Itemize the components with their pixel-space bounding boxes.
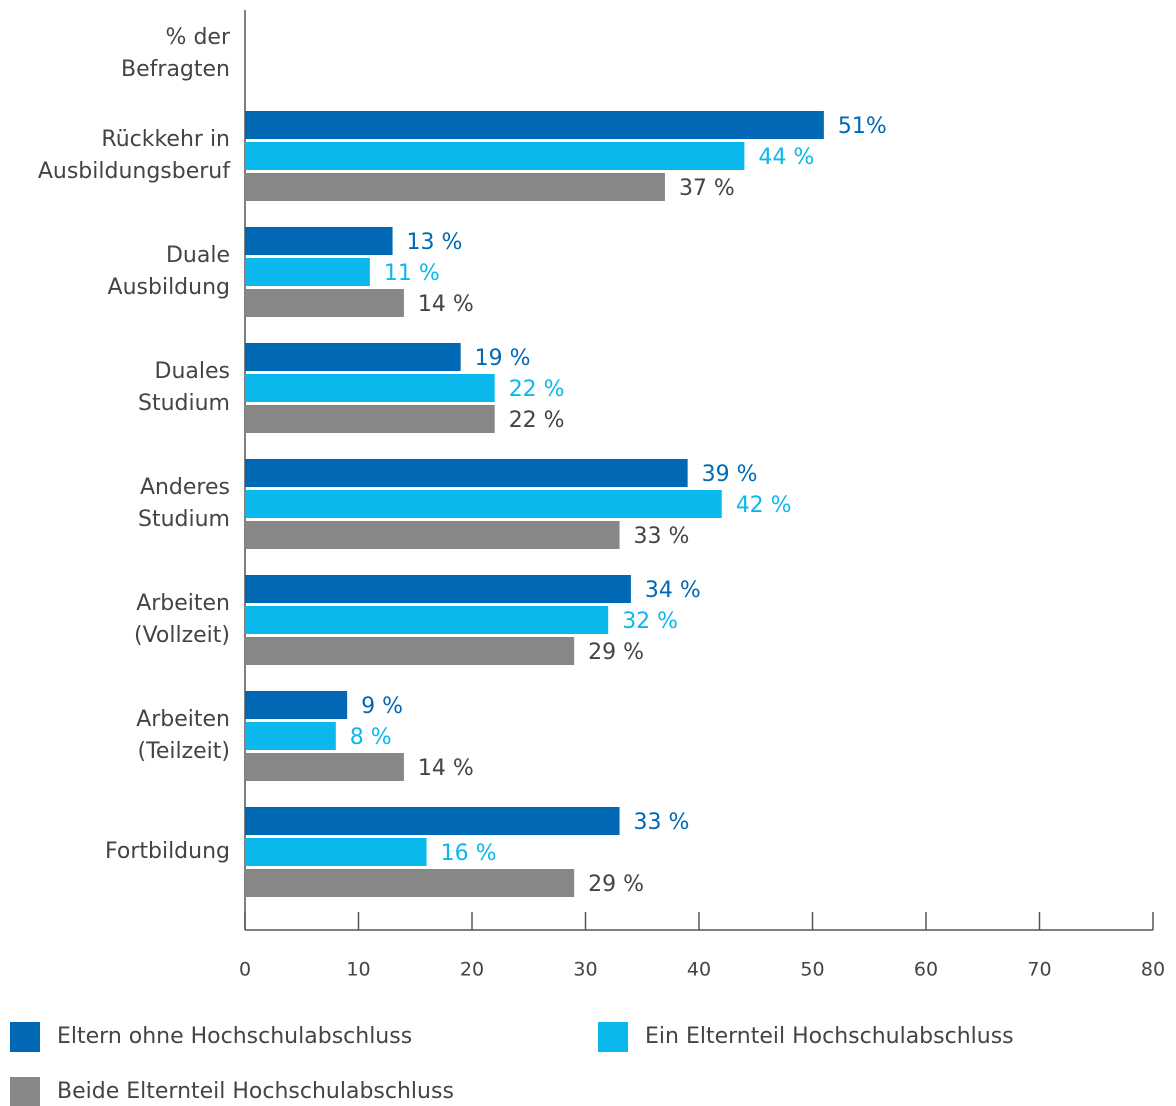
value-label: 22 % [509,377,565,402]
bar [245,575,631,603]
category-label: Ausbildungsberuf [38,159,231,184]
bar [245,405,495,433]
bar [245,637,575,665]
x-tick-label: 20 [460,959,484,981]
x-tick-label: 70 [1027,959,1051,981]
legend-label: Beide Elternteil Hochschulabschluss [57,1079,454,1104]
category-label: Arbeiten [136,707,230,732]
value-label: 33 % [634,810,690,835]
bar [245,374,495,402]
y-axis-label: Befragten [121,57,230,82]
x-tick-label: 80 [1141,959,1165,981]
x-tick-label: 30 [573,959,597,981]
value-label: 33 % [634,524,690,549]
bar [245,173,665,201]
value-label: 9 % [361,694,403,719]
x-tick-label: 10 [346,959,370,981]
value-label: 19 % [475,346,531,371]
legend-swatch [10,1077,40,1106]
bar [245,227,393,255]
value-label: 8 % [350,725,392,750]
value-label: 37 % [679,176,735,201]
legend-label: Ein Elternteil Hochschulabschluss [645,1024,1014,1049]
value-label: 13 % [407,230,463,255]
bar [245,691,348,719]
bar [245,838,427,866]
bar [245,807,620,835]
bar [245,258,370,286]
value-label: 14 % [418,756,474,781]
value-label: 16 % [441,841,497,866]
bar [245,289,404,317]
category-label: (Teilzeit) [138,739,230,764]
value-label: 44 % [758,145,814,170]
x-tick-label: 60 [914,959,938,981]
bar [245,142,745,170]
legend-swatch [10,1022,40,1052]
value-label: 39 % [702,462,758,487]
bar [245,521,620,549]
value-label: 14 % [418,292,474,317]
category-label: Studium [138,391,230,416]
category-label: Arbeiten [136,591,230,616]
bar [245,753,404,781]
category-label: Studium [138,507,230,532]
bar [245,343,461,371]
bar [245,490,722,518]
category-label: Fortbildung [105,839,230,864]
bar [245,111,824,139]
category-label: Duale [166,243,230,268]
value-label: 34 % [645,578,701,603]
value-label: 51% [838,114,887,139]
value-label: 29 % [588,640,644,665]
x-tick-label: 50 [800,959,824,981]
value-label: 42 % [736,493,792,518]
y-axis-label: % der [166,25,231,50]
value-label: 32 % [622,609,678,634]
category-label: Ausbildung [108,275,230,300]
category-label: (Vollzeit) [134,623,230,648]
value-label: 22 % [509,408,565,433]
x-tick-label: 40 [687,959,711,981]
bar [245,606,609,634]
category-label: Anderes [140,475,230,500]
legend-label: Eltern ohne Hochschulabschluss [57,1024,412,1049]
value-label: 11 % [384,261,440,286]
legend-swatch [598,1022,628,1052]
value-label: 29 % [588,872,644,897]
category-label: Duales [155,359,230,384]
bar [245,722,336,750]
bar [245,459,688,487]
category-label: Rückkehr in [101,127,230,152]
x-tick-label: 0 [239,959,251,981]
bar [245,869,575,897]
